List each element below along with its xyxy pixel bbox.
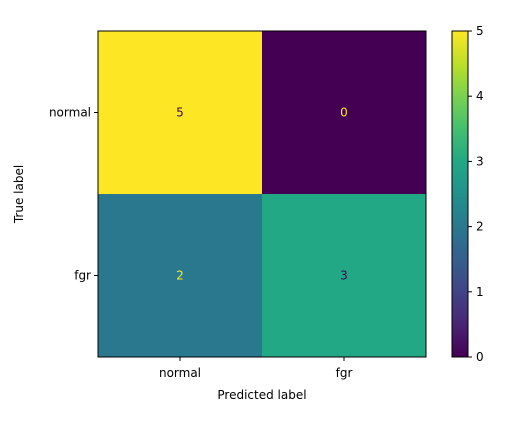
x-tick-label: normal: [159, 366, 201, 380]
heatmap-cell: [262, 31, 426, 194]
colorbar-tick-label: 4: [476, 89, 484, 103]
heatmap-cell-value: 0: [340, 106, 348, 120]
heatmap-cells: [98, 31, 426, 357]
colorbar-tick-label: 5: [476, 24, 484, 38]
colorbar-tick-label: 3: [476, 154, 484, 168]
colorbar-ticks: 0 1 2 3 4 5: [468, 24, 484, 364]
heatmap-cell: [98, 31, 262, 194]
heatmap-cell-value: 3: [340, 269, 348, 283]
y-tick-label: normal: [49, 106, 91, 120]
heatmap-cell-value: 5: [176, 106, 184, 120]
x-tick-label: fgr: [336, 366, 353, 380]
x-axis-title: Predicted label: [217, 388, 306, 402]
colorbar-tick-label: 0: [476, 350, 484, 364]
colorbar-tick-label: 2: [476, 220, 484, 234]
heatmap-cell: [98, 194, 262, 357]
y-tick-label: fgr: [74, 269, 91, 283]
y-axis-ticks: normal fgr: [49, 106, 98, 283]
heatmap-cell-value: 2: [176, 269, 184, 283]
plot-frame: [97, 30, 427, 358]
colorbar-tick-label: 1: [476, 285, 484, 299]
colorbar: [451, 30, 469, 358]
x-axis-ticks: normal fgr: [159, 357, 352, 380]
heatmap-cell: [262, 194, 426, 357]
heatmap-cell-labels: 5 0 2 3: [176, 106, 348, 283]
y-axis-title: True label: [12, 165, 26, 224]
